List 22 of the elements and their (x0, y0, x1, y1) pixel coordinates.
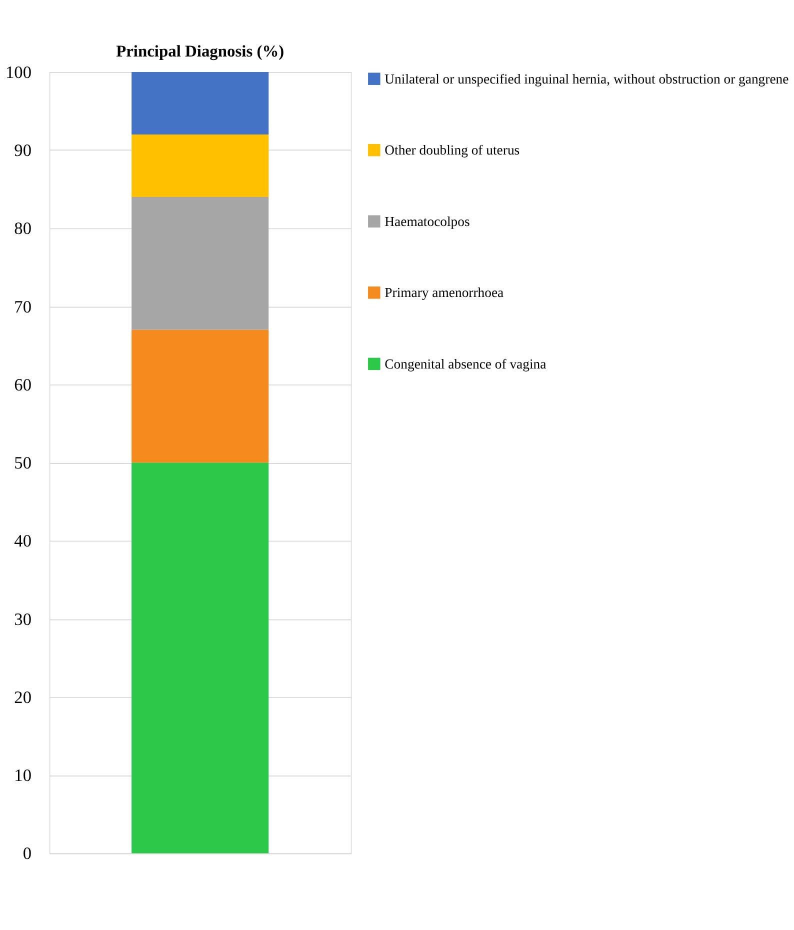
y-tick-label: 100 (5, 62, 32, 82)
bar (132, 330, 269, 463)
bar (132, 196, 269, 330)
y-tick-label: 20 (14, 688, 32, 707)
legend-label: Unilateral or unspecified inguinal hernia, without obstruction or gangrene (384, 71, 789, 86)
legend-label: Other doubling of uterus (384, 142, 520, 158)
legend-label: Primary amenorrhoea (384, 285, 504, 300)
bar (132, 462, 269, 854)
legend-label: Congenital absence of vagina (384, 356, 546, 372)
y-tick-label: 90 (14, 141, 32, 160)
y-tick-label: 80 (14, 219, 32, 238)
y-tick-label: 50 (14, 454, 32, 473)
y-tick-label: 10 (14, 766, 32, 786)
y-tick-label: 0 (22, 844, 32, 864)
chart-title: Principal Diagnosis (%) (116, 41, 284, 60)
bar (132, 134, 269, 197)
y-tick-label: 40 (14, 532, 32, 551)
bar (132, 72, 269, 134)
y-tick-label: 60 (14, 375, 32, 394)
y-tick-label: 30 (14, 610, 32, 629)
legend-label: Haematocolpos (384, 214, 470, 229)
y-tick-label: 70 (14, 297, 32, 316)
